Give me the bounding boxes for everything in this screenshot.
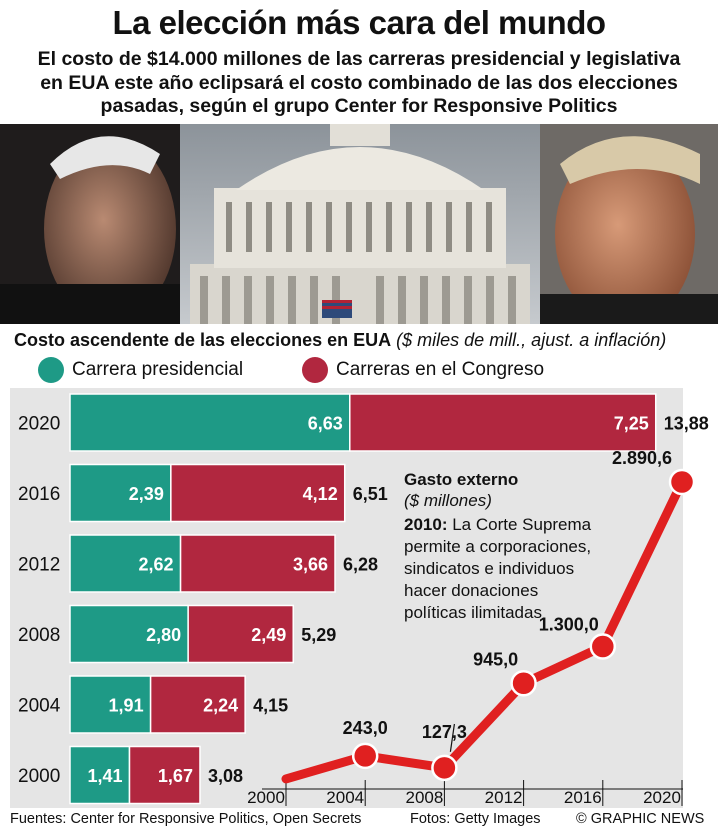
data-label-outside-spending: 2.890,6 <box>612 448 672 468</box>
data-label-total: 6,28 <box>343 555 378 575</box>
data-label-outside-spending: 1.300,0 <box>539 615 599 635</box>
legend-swatch-presidential <box>38 357 64 383</box>
x-tick-label: 2004 <box>326 788 364 807</box>
annotation-note-line: permite a corporaciones, <box>404 537 591 556</box>
header-photo-illustration <box>0 124 718 324</box>
data-point <box>668 468 696 496</box>
chart-title-main: Costo ascendente de las elecciones en EU… <box>14 330 392 350</box>
data-label-total: 13,88 <box>664 414 709 434</box>
annotation-subtitle: ($ millones) <box>404 491 492 510</box>
data-point <box>431 754 458 782</box>
data-point <box>589 633 617 660</box>
data-point <box>351 742 379 770</box>
bar-congress <box>128 745 201 805</box>
line-chart: 2000 2004 2008 2012 2016 2020 243,0 127,3 945,0 1… <box>247 448 696 807</box>
header-photo <box>0 124 718 324</box>
y-tick-label: 2012 <box>18 555 60 576</box>
bar-presidential <box>69 675 152 734</box>
page-subtitle: El costo de $14.000 millones de las carr… <box>10 48 708 119</box>
data-label-outside-spending: 945,0 <box>473 649 518 669</box>
data-label-total: 4,15 <box>253 696 288 716</box>
data-label-outside-spending: 127,3 <box>422 722 467 742</box>
footer-photos: Fotos: Getty Images <box>410 811 541 827</box>
y-tick-label: 2016 <box>18 484 60 505</box>
right-portrait <box>540 124 718 324</box>
y-tick-label: 2000 <box>18 766 60 787</box>
legend-item-congress: Carreras en el Congreso <box>302 356 544 384</box>
data-label-congress: 2,24 <box>203 696 238 716</box>
data-label-total: 5,29 <box>301 625 336 645</box>
data-point <box>510 670 537 697</box>
data-label-congress: 4,12 <box>303 484 338 504</box>
legend-item-presidential: Carrera presidencial <box>38 356 243 384</box>
y-tick-label: 2004 <box>18 696 61 717</box>
y-tick-label: 2008 <box>18 625 60 646</box>
legend-label-congress: Carreras en el Congreso <box>336 359 545 380</box>
x-tick-label: 2008 <box>405 788 443 807</box>
chart-title: Costo ascendente de las elecciones en EU… <box>14 330 666 351</box>
series-line-outside-spending <box>281 477 687 784</box>
subtitle-line: en EUA este año eclipsará el costo combi… <box>40 71 678 94</box>
legend-swatch-congress <box>302 357 328 383</box>
data-label-congress: 2,49 <box>251 625 286 645</box>
x-tick-label: 2000 <box>247 788 285 807</box>
label-leader-line <box>449 723 455 752</box>
bar-congress <box>179 534 336 593</box>
bar-presidential <box>69 463 172 523</box>
subtitle-line: El costo de $14.000 millones de las carr… <box>37 48 681 70</box>
data-label-presidential: 1,91 <box>109 696 144 716</box>
annotation-note-line: sindicatos e individuos <box>404 559 574 578</box>
bar-presidential <box>69 534 182 593</box>
bar-presidential <box>69 745 131 805</box>
bar-congress <box>349 393 657 452</box>
capitol-dome <box>190 124 530 324</box>
footer-credit: © GRAPHIC NEWS <box>576 811 705 827</box>
data-label-presidential: 2,80 <box>146 625 181 645</box>
bar-congress <box>149 675 246 734</box>
chart-panel <box>10 388 683 808</box>
footer-sources: Fuentes: Center for Responsive Politics,… <box>10 811 362 827</box>
bar-chart: 2020 6,63 7,25 13,88 2016 2,39 4,12 6,51 2012 2,6… <box>18 393 709 805</box>
annotation-note-year: 2010: <box>404 515 447 534</box>
x-tick-label: 2016 <box>564 788 602 807</box>
x-tick-label: 2012 <box>485 788 523 807</box>
data-label-outside-spending: 243,0 <box>343 718 388 738</box>
data-label-presidential: 2,62 <box>139 555 174 575</box>
x-tick-label: 2020 <box>643 788 681 807</box>
annotation-note-line: La Corte Suprema <box>452 515 591 534</box>
data-label-presidential: 6,63 <box>308 414 343 434</box>
y-tick-label: 2020 <box>18 414 60 435</box>
annotation-note-line: hacer donaciones <box>404 581 538 600</box>
bar-presidential <box>69 604 189 664</box>
data-label-presidential: 2,39 <box>129 484 164 504</box>
subtitle-line: pasadas, según el grupo Center for Respo… <box>100 95 618 117</box>
data-label-congress: 7,25 <box>614 414 649 434</box>
bar-congress <box>170 463 346 523</box>
annotation-note-line: políticas ilimitadas <box>404 603 542 622</box>
data-label-congress: 1,67 <box>158 766 193 786</box>
data-label-presidential: 1,41 <box>87 766 122 786</box>
legend-label-presidential: Carrera presidencial <box>72 359 244 380</box>
data-label-total: 6,51 <box>353 484 388 504</box>
bar-congress <box>187 604 294 664</box>
bar-presidential <box>69 393 351 452</box>
left-portrait <box>0 124 180 324</box>
annotation: Gasto externo ($ millones) 2010: La Cort… <box>404 470 592 622</box>
data-label-congress: 3,66 <box>293 555 328 575</box>
annotation-note-first-line: 2010: La Corte Suprema <box>404 515 592 534</box>
page-title: La elección más cara del mundo <box>112 4 606 41</box>
chart-title-unit: ($ miles de mill., ajust. a inflación) <box>396 330 667 350</box>
data-label-total: 3,08 <box>208 766 243 786</box>
annotation-title: Gasto externo <box>404 470 518 489</box>
